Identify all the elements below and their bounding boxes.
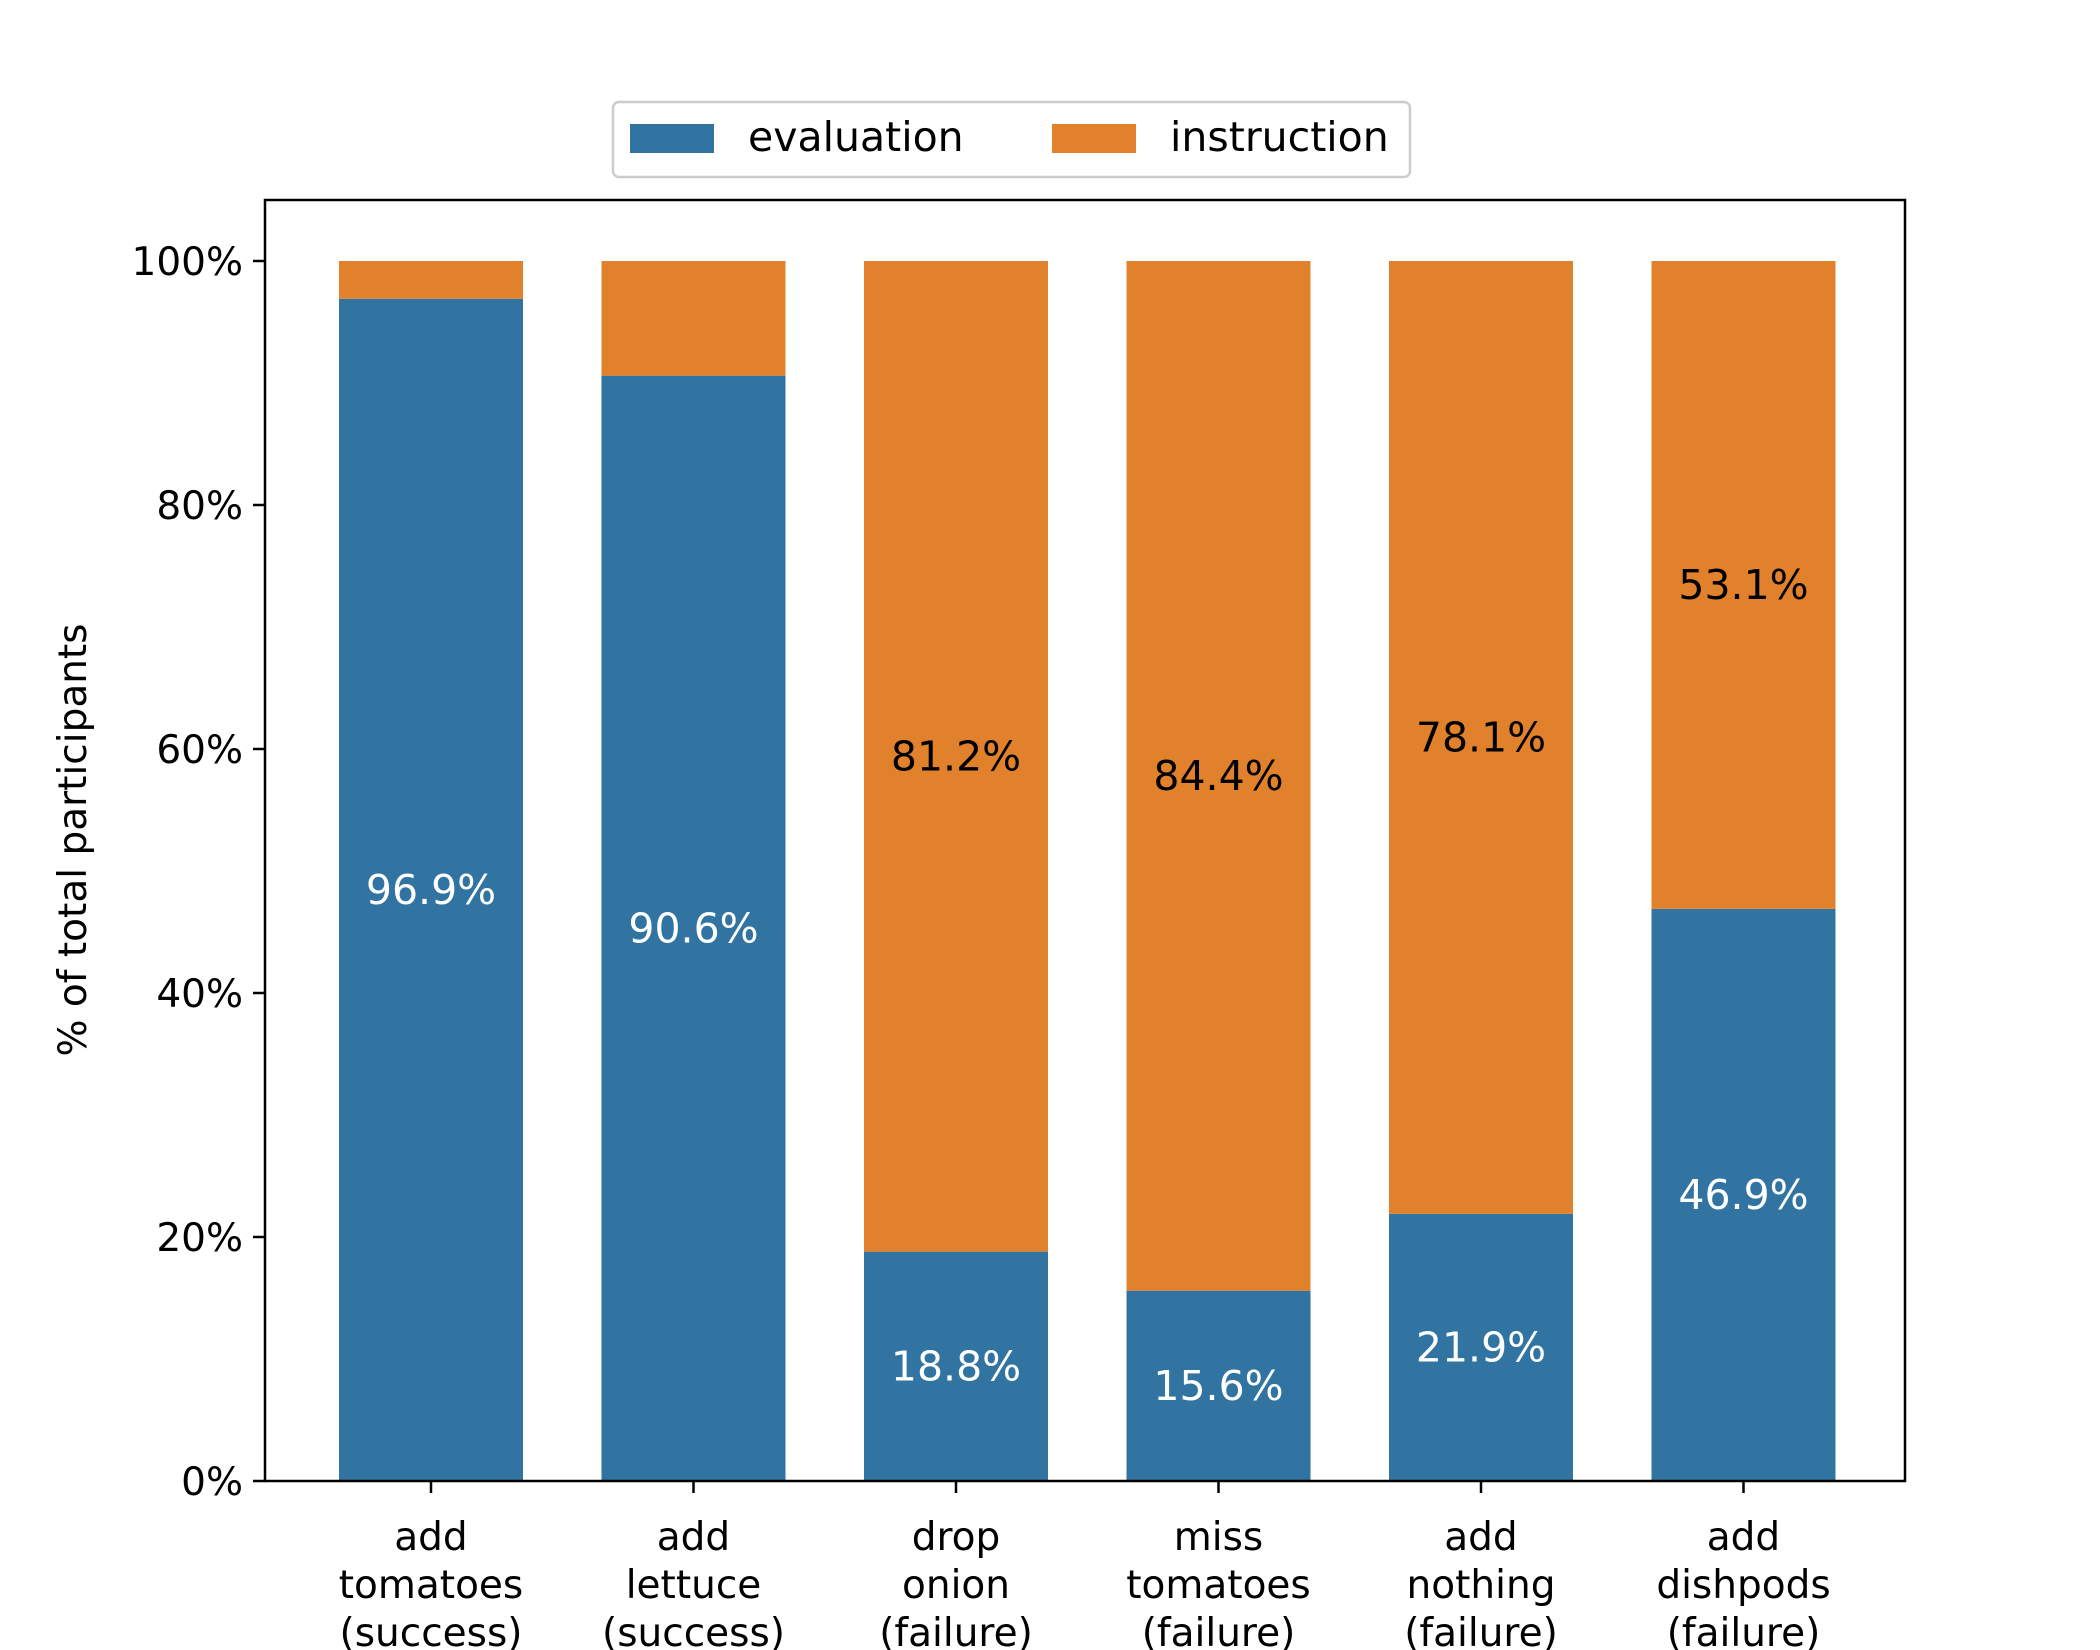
bar-instruction-1 xyxy=(601,261,786,376)
legend-swatch-instruction xyxy=(1052,124,1136,153)
x-tick-label-2-2: (failure) xyxy=(879,1611,1033,1650)
bar-instruction-5 xyxy=(1651,261,1836,909)
data-label-evaluation-0: 96.9% xyxy=(366,866,496,914)
x-tick-label-4-1: nothing xyxy=(1407,1563,1556,1608)
bar-instruction-0 xyxy=(339,261,523,299)
data-label-instruction-4: 78.1% xyxy=(1416,713,1546,761)
x-tick-label-5-0: add xyxy=(1707,1515,1780,1560)
x-tick-label-3-0: miss xyxy=(1174,1515,1263,1560)
bar-evaluation-2 xyxy=(864,1251,1048,1481)
data-label-instruction-5: 53.1% xyxy=(1678,561,1808,609)
data-label-instruction-2: 81.2% xyxy=(891,732,1021,780)
x-tick-label-5-1: dishpods xyxy=(1656,1563,1830,1608)
y-tick-label-2: 40% xyxy=(156,972,243,1017)
x-tick-label-4-2: (failure) xyxy=(1404,1611,1558,1650)
data-label-evaluation-3: 15.6% xyxy=(1153,1362,1283,1410)
data-label-evaluation-1: 90.6% xyxy=(628,904,758,952)
bar-instruction-4 xyxy=(1389,261,1573,1214)
bar-evaluation-4 xyxy=(1389,1213,1573,1481)
x-tick-label-0-0: add xyxy=(394,1515,467,1560)
y-axis: 0% 20% 40% 60% 80% 100% xyxy=(132,240,265,1505)
x-tick-label-0-2: (success) xyxy=(340,1611,523,1650)
legend-swatch-evaluation xyxy=(630,124,714,153)
x-tick-label-1-0: add xyxy=(657,1515,730,1560)
y-axis-title: % of total participants xyxy=(51,623,96,1056)
x-tick-label-4-0: add xyxy=(1444,1515,1517,1560)
y-tick-label-3: 60% xyxy=(156,728,243,773)
legend-label-evaluation: evaluation xyxy=(748,113,964,161)
plot-frame xyxy=(263,198,1907,1483)
legend-frame xyxy=(611,100,1412,179)
x-tick-label-5-2: (failure) xyxy=(1667,1611,1821,1650)
x-axis: addtomatoes(success)addlettuce(success)d… xyxy=(339,1481,1831,1650)
x-tick-label-1-1: lettuce xyxy=(626,1563,762,1608)
bar-evaluation-5 xyxy=(1651,908,1836,1481)
y-tick-label-4: 80% xyxy=(156,484,243,529)
data-label-instruction-3: 84.4% xyxy=(1153,752,1283,800)
bar-instruction-2 xyxy=(864,261,1048,1252)
data-label-evaluation-4: 21.9% xyxy=(1416,1323,1546,1371)
x-tick-label-2-0: drop xyxy=(912,1515,1001,1560)
x-tick-label-1-2: (success) xyxy=(602,1611,785,1650)
data-label-evaluation-2: 18.8% xyxy=(891,1342,1021,1390)
x-tick-label-3-1: tomatoes xyxy=(1126,1563,1311,1608)
legend-label-instruction: instruction xyxy=(1170,113,1389,161)
x-tick-label-2-1: onion xyxy=(902,1563,1010,1608)
y-tick-label-1: 20% xyxy=(156,1216,243,1261)
y-tick-label-5: 100% xyxy=(132,240,244,285)
y-tick-label-0: 0% xyxy=(181,1460,243,1505)
x-tick-label-3-2: (failure) xyxy=(1142,1611,1296,1650)
x-tick-label-0-1: tomatoes xyxy=(339,1563,524,1608)
bar-evaluation-1 xyxy=(601,375,786,1482)
data-labels-layer: 96.9% 90.6% 18.8% 81.2% 15.6% 84.4% 21.9% 78.1%… xyxy=(366,561,1809,1410)
bar-evaluation-3 xyxy=(1126,1290,1311,1481)
bars-layer xyxy=(339,261,1836,1482)
legend: evaluation instruction xyxy=(611,100,1412,179)
bar-instruction-3 xyxy=(1126,261,1311,1291)
bar-evaluation-0 xyxy=(339,298,523,1481)
data-label-evaluation-5: 46.9% xyxy=(1678,1171,1808,1219)
